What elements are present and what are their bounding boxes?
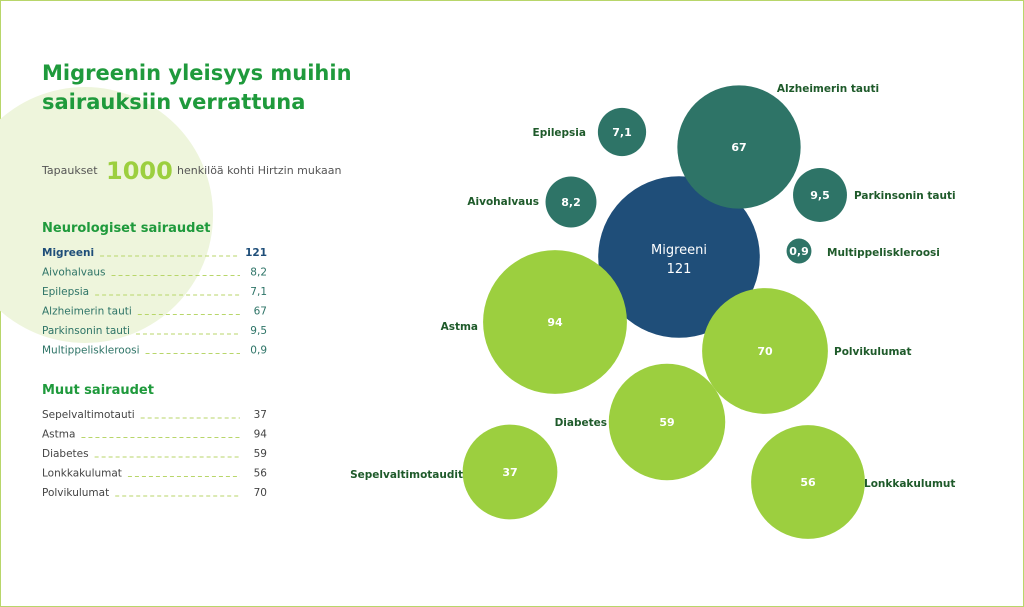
bubble	[598, 176, 760, 338]
item-value: 0,9	[250, 345, 267, 357]
bubble-value: 7,1	[612, 126, 632, 139]
subtitle: henkilöä kohti Hirtzin mukaan	[177, 164, 342, 177]
item-value: 67	[254, 306, 267, 318]
bubble	[608, 363, 726, 481]
item-value: 8,2	[250, 267, 267, 279]
item-value: 70	[254, 487, 267, 499]
bubble-value: 56	[800, 476, 816, 489]
bubble-label: Multippeliskleroosi	[827, 247, 940, 259]
title: Migreenin yleisyys muihin	[42, 61, 352, 85]
bubble-label: Polvikulumat	[834, 346, 912, 358]
bubble-name: Migreeni	[651, 243, 707, 258]
item-name: Sepelvaltimotauti	[42, 409, 135, 421]
bubble-label: Lonkkakulumut	[864, 478, 955, 490]
bubble-value: 8,2	[561, 196, 581, 209]
item-name: Diabetes	[42, 448, 89, 460]
bubble-value: 94	[547, 316, 563, 329]
item-value: 9,5	[250, 325, 267, 337]
item-value: 37	[254, 409, 267, 421]
bubble-value: 121	[667, 262, 692, 277]
item-value: 56	[254, 468, 268, 480]
item-name: Migreeni	[42, 247, 94, 259]
item-value: 7,1	[250, 286, 267, 298]
bubble-label: Astma	[441, 321, 478, 333]
item-name: Astma	[42, 429, 75, 441]
section-title: Muut sairaudet	[42, 383, 154, 398]
bubble-label: Aivohalvaus	[467, 196, 539, 208]
bubble	[462, 424, 558, 520]
item-name: Polvikulumat	[42, 487, 109, 499]
item-name: Epilepsia	[42, 286, 89, 298]
bubble	[597, 107, 647, 157]
bubble-label: Parkinsonin tauti	[854, 190, 956, 202]
bubble	[677, 85, 801, 209]
bubble	[545, 176, 597, 228]
item-value: 59	[254, 448, 267, 460]
bubble-value: 37	[502, 466, 517, 479]
bubble	[793, 168, 847, 222]
bubble	[483, 250, 627, 394]
bubble-value: 9,5	[810, 189, 830, 202]
bubble-value: 59	[659, 416, 674, 429]
item-value: 94	[254, 429, 268, 441]
decor-circle	[0, 87, 213, 343]
item-name: Aivohalvaus	[42, 267, 106, 279]
item-name: Multippeliskleroosi	[42, 345, 140, 357]
item-name: Alzheimerin tauti	[42, 306, 132, 318]
section-title: Neurologiset sairaudet	[42, 221, 210, 236]
bubble-value: 67	[731, 141, 746, 154]
bubble	[786, 238, 812, 264]
bubble-value: 0,9	[789, 245, 809, 258]
item-value: 121	[245, 247, 267, 259]
title: sairauksiin verrattuna	[42, 90, 305, 114]
bubble-label: Epilepsia	[533, 127, 586, 139]
subtitle-number: 1000	[106, 157, 173, 185]
bubble-value: 70	[757, 345, 773, 358]
subtitle: Tapaukset	[41, 164, 98, 177]
item-name: Lonkkakulumat	[42, 468, 122, 480]
bubble-label: Sepelvaltimotaudit	[350, 469, 463, 481]
bubble-label: Alzheimerin tauti	[777, 83, 879, 95]
bubble-label: Diabetes	[555, 417, 607, 429]
bubble	[751, 425, 865, 539]
bubble	[702, 288, 828, 414]
item-name: Parkinsonin tauti	[42, 325, 130, 337]
